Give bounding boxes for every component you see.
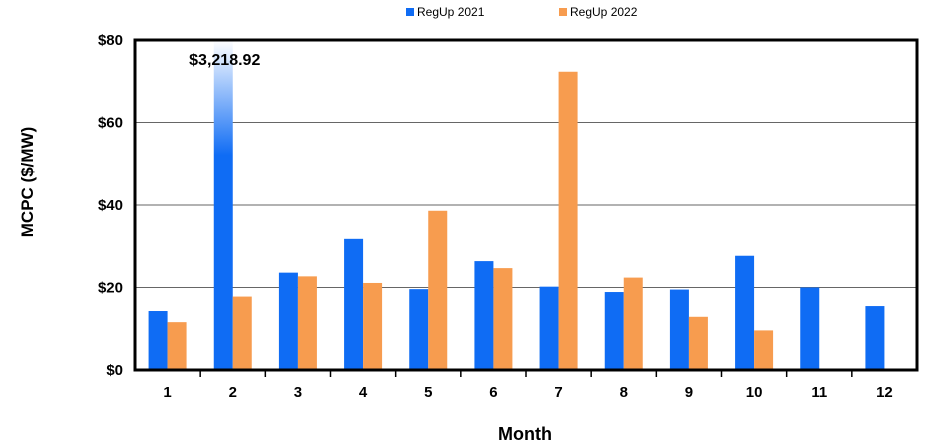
legend: RegUp 2021 RegUp 2022 (406, 5, 638, 19)
x-axis-ticks: 1 2 3 4 5 6 7 8 9 10 11 12 (163, 370, 893, 401)
y-tick-label: $40 (98, 197, 123, 214)
x-tick-label: 1 (163, 384, 171, 401)
bar-regup-2022-month-1 (167, 322, 187, 370)
y-axis-title: MCPC ($/MW) (18, 127, 37, 237)
y-tick-label: $80 (98, 32, 123, 49)
gridlines (135, 122, 917, 288)
x-tick-label: 7 (554, 384, 562, 401)
bar-regup-2021-month-1 (148, 311, 168, 370)
plot-frame (133, 38, 919, 372)
bar-regup-2021-month-7 (539, 286, 559, 370)
value-annotation: $3,218.92 (189, 52, 260, 69)
legend-label-regup-2021: RegUp 2021 (417, 5, 485, 19)
x-tick-label: 11 (811, 384, 827, 401)
bar-regup-2021-month-12 (865, 306, 885, 370)
bar-regup-2021-month-2 (213, 40, 233, 370)
bar-regup-2022-month-7 (558, 71, 578, 370)
legend-swatch-regup-2022 (559, 8, 567, 16)
legend-label-regup-2022: RegUp 2022 (570, 5, 638, 19)
x-tick-label: 8 (620, 384, 628, 401)
bars (148, 40, 885, 370)
y-tick-label: $60 (98, 115, 123, 132)
bar-regup-2021-month-4 (344, 238, 364, 370)
bar-regup-2022-month-9 (688, 316, 708, 370)
x-tick-label: 6 (489, 384, 497, 401)
x-tick-label: 5 (424, 384, 432, 401)
bar-regup-2022-month-6 (493, 268, 513, 370)
x-tick-label: 4 (359, 384, 368, 401)
y-tick-label: $0 (106, 362, 123, 379)
bar-regup-2021-month-3 (278, 272, 298, 370)
x-tick-label: 9 (685, 384, 693, 401)
x-tick-label: 12 (876, 384, 893, 401)
y-tick-label: $20 (98, 280, 123, 297)
bar-regup-2022-month-4 (363, 282, 383, 370)
bar-regup-2021-month-10 (735, 255, 755, 370)
y-axis-ticks: $0 $20 $40 $60 $80 (98, 32, 123, 379)
bar-regup-2021-month-6 (474, 261, 494, 370)
bar-regup-2022-month-3 (297, 276, 317, 370)
x-tick-label: 3 (294, 384, 302, 401)
bar-regup-2021-month-11 (800, 287, 820, 370)
bar-regup-2022-month-2 (232, 296, 252, 370)
x-tick-label: 2 (229, 384, 237, 401)
bar-regup-2022-month-5 (428, 210, 448, 370)
bar-regup-2021-month-5 (409, 289, 429, 370)
x-tick-label: 10 (746, 384, 763, 401)
x-axis-title: Month (498, 424, 552, 444)
annotations: $3,218.92 (189, 52, 260, 69)
bar-regup-2022-month-8 (623, 277, 643, 370)
bar-regup-2021-month-9 (669, 289, 689, 370)
legend-swatch-regup-2021 (406, 8, 414, 16)
bar-regup-2022-month-10 (754, 330, 774, 370)
bar-regup-2021-month-8 (604, 292, 624, 370)
